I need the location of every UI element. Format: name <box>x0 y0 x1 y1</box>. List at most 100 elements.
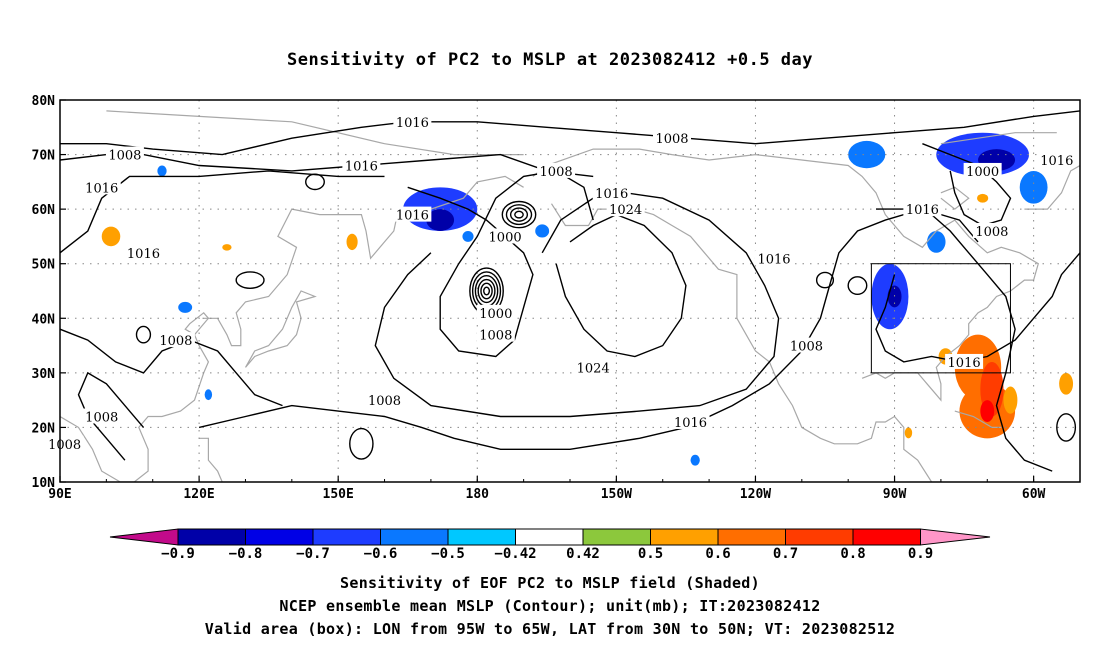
contour-label-bg <box>45 435 84 451</box>
contour-label-5: 1000 <box>966 165 999 180</box>
y-tick-label: 70N <box>32 149 56 164</box>
contour-label-8: 1016 <box>595 187 628 202</box>
low-north-ring <box>514 210 524 219</box>
x-tick-label: 120E <box>183 487 214 502</box>
colorbar-label-6: 0.42 <box>566 546 600 562</box>
colorbar-label-7: 0.5 <box>638 546 663 562</box>
contour-label-bg <box>903 201 942 217</box>
contour-label-bg <box>972 222 1011 238</box>
axis-ticks: 90E 120E 150E 180 150W 120W 90W 60W 80N 70N 60N 50N… <box>32 94 1046 502</box>
colorbar-label-5: −0.42 <box>494 546 536 562</box>
contour-label-bg <box>592 184 631 200</box>
shade-region-6 <box>848 140 886 169</box>
contour-label-21: 1024 <box>577 361 610 376</box>
contour-label-bg <box>1037 152 1076 168</box>
contour-1016-north <box>60 110 1080 156</box>
contour-label-bg <box>963 162 1002 178</box>
coastline-9 <box>940 186 970 210</box>
colorbar-label-4: −0.5 <box>431 546 465 562</box>
shade-region-24 <box>1059 372 1074 395</box>
colorbar-swatch-5 <box>515 528 584 546</box>
contour-label-bg <box>606 201 645 217</box>
shade-region-14 <box>157 165 167 177</box>
contour-label-16: 1000 <box>479 307 512 322</box>
contour-label-11: 1016 <box>906 203 939 218</box>
x-tick-label: 90W <box>883 487 907 502</box>
caption-shading: Sensitivity of EOF PC2 to MSLP field (Sh… <box>340 574 760 592</box>
y-tick-label: 50N <box>32 258 56 273</box>
low-north-ring <box>501 200 537 229</box>
colorbar-label-1: −0.8 <box>229 546 263 562</box>
coastline-2 <box>244 290 317 368</box>
low-center-ring <box>477 278 496 304</box>
coastline-8 <box>940 132 1057 145</box>
contour-label-bg <box>82 408 121 424</box>
contour-label-22: 1008 <box>368 394 401 409</box>
contour-label-18: 1008 <box>159 334 192 349</box>
x-tick-label: 150E <box>323 487 354 502</box>
shade-region-1 <box>426 209 455 231</box>
contour-label-15: 1016 <box>757 252 790 267</box>
contour-label-24: 1016 <box>674 416 707 431</box>
contour-label-bg <box>486 228 525 244</box>
colorbar-label-2: −0.7 <box>296 546 330 562</box>
x-tick-label: 60W <box>1022 487 1046 502</box>
colorbar-swatch-3 <box>380 528 449 546</box>
contour-label-bg <box>574 359 613 375</box>
y-tick-label: 80N <box>32 94 56 109</box>
colorbar-label-10: 0.8 <box>840 546 865 562</box>
contour-small-ring <box>1056 413 1077 442</box>
contour-label-bg <box>671 413 710 429</box>
contour-1008-india <box>77 371 145 461</box>
contour-label-bg <box>393 113 432 129</box>
y-tick-label: 10N <box>32 476 56 491</box>
x-tick-label: 180 <box>466 487 490 502</box>
contour-label-3: 1016 <box>345 159 378 174</box>
colorbar-arrow-left <box>109 528 179 546</box>
shade-region-8 <box>927 230 946 253</box>
colorbar-swatch-10 <box>852 528 921 546</box>
low-center-ring <box>483 286 491 296</box>
contour-label-bg <box>82 179 121 195</box>
contour-small-ring <box>847 276 868 295</box>
caption-contour: NCEP ensemble mean MSLP (Contour); unit(… <box>279 597 821 615</box>
shade-region-22 <box>346 233 358 251</box>
low-center-ring <box>480 282 493 300</box>
shade-region-12 <box>204 389 213 401</box>
contour-small-ring <box>235 271 265 289</box>
shade-region-10 <box>462 230 474 242</box>
coastline-3 <box>199 437 223 482</box>
contour-small-ring <box>349 427 374 460</box>
coastline-0 <box>60 311 210 482</box>
contour-label-6: 1016 <box>1040 154 1073 169</box>
contour-label-19: 1008 <box>790 340 823 355</box>
contour-label-bg <box>476 304 515 320</box>
contour-label-bg <box>537 162 576 178</box>
page-title: Sensitivity of PC2 to MSLP at 2023082412… <box>286 50 813 70</box>
contour-label-bg <box>945 353 984 369</box>
contour-label-4: 1008 <box>540 165 573 180</box>
shade-region-23 <box>222 244 232 251</box>
contour-1008-center <box>407 170 594 358</box>
contour-label-10: 1016 <box>396 209 429 224</box>
contour-label-2: 1008 <box>108 149 141 164</box>
contour-label-9: 1024 <box>609 203 642 218</box>
colorbar-label-8: 0.6 <box>705 546 730 562</box>
y-tick-label: 40N <box>32 312 56 327</box>
coastline-6 <box>954 410 1002 428</box>
colorbar-swatch-6 <box>582 528 651 546</box>
colorbar-swatch-9 <box>785 528 854 546</box>
contour-small-ring <box>305 173 325 191</box>
contour-label-bg <box>105 146 144 162</box>
coastline-5 <box>532 148 1040 402</box>
contour-label-bg <box>653 130 691 146</box>
contour-label-17: 1008 <box>479 329 512 344</box>
contour-label-bg <box>755 250 793 266</box>
y-tick-label: 20N <box>32 421 56 436</box>
y-tick-label: 30N <box>32 367 56 382</box>
contour-label-bg <box>787 337 826 353</box>
contour-small-ring <box>815 271 835 289</box>
contour-label-14: 1016 <box>127 247 160 262</box>
valid-area-box <box>870 263 1011 374</box>
